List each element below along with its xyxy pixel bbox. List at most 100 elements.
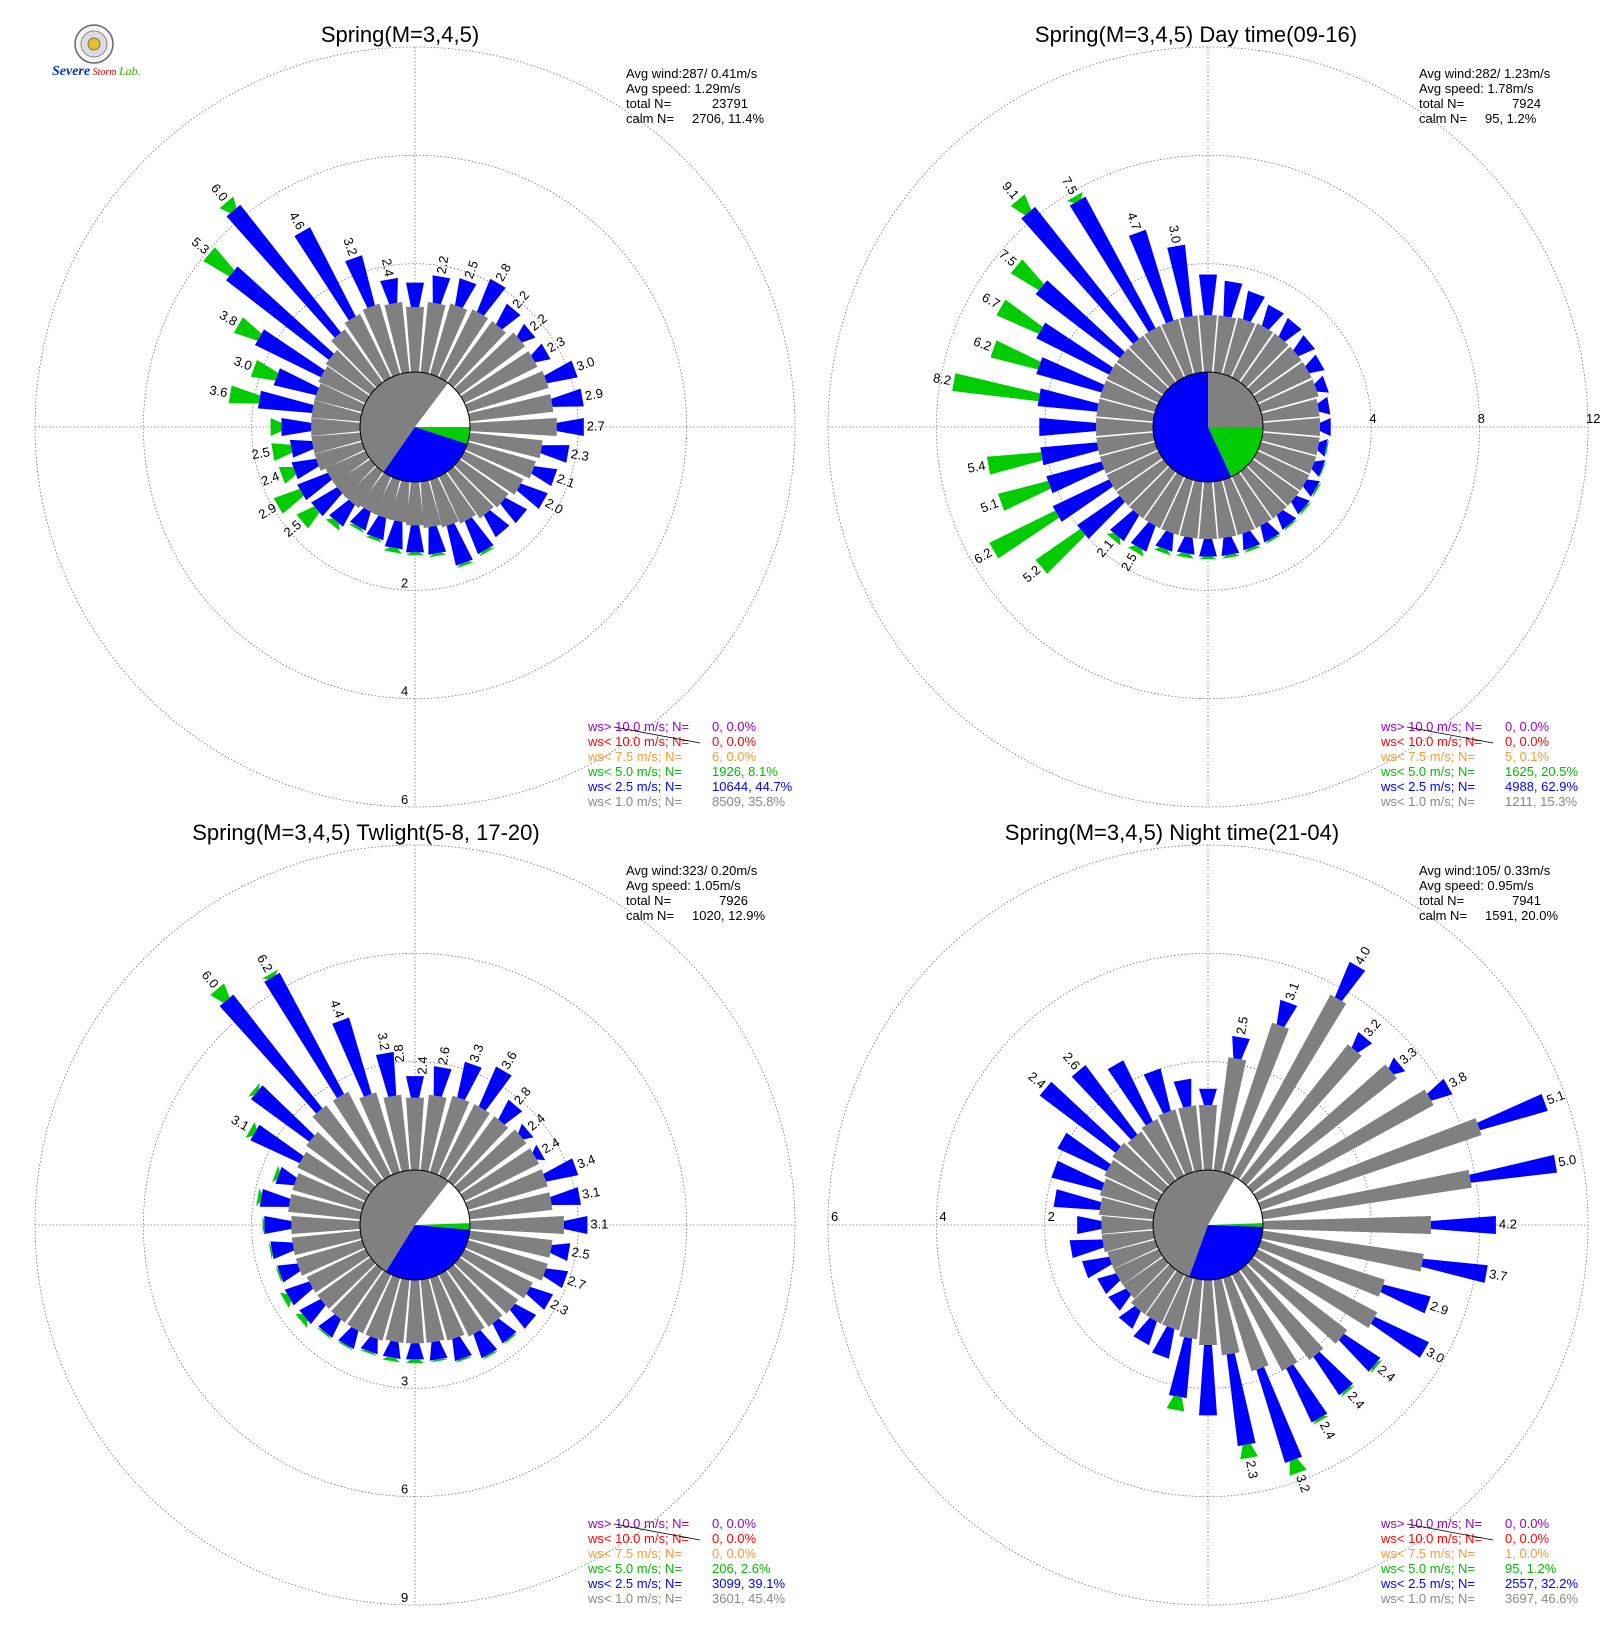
severe-storm-lab-logo: Severe Storm Lab. (52, 24, 142, 84)
bar-blue-50 (1388, 1057, 1406, 1075)
bar-blue-240 (284, 1281, 314, 1306)
bar-green-150 (479, 547, 495, 557)
legend-label: ws< 5.0 m/s; N= (1380, 764, 1475, 779)
bar-value-label: 6.0 (208, 181, 231, 204)
legend-label: ws< 10.0 m/s; N= (1380, 1531, 1482, 1546)
legend-label: ws< 10.0 m/s; N= (1380, 734, 1482, 749)
bar-gray-300 (297, 1151, 370, 1201)
bar-gray-270 (291, 1216, 360, 1234)
bar-green-320 (210, 983, 230, 1003)
bar-gray-30 (439, 1104, 490, 1180)
bar-blue-240 (297, 472, 332, 501)
bar-gray-170 (1213, 480, 1237, 539)
bar-value-label: 2.6 (1060, 1049, 1083, 1072)
bar-value-label: 2.0 (543, 495, 566, 517)
bar-gray-140 (447, 466, 494, 519)
bar-gray-230 (333, 459, 376, 498)
legend-value: 1926, 8.1% (712, 764, 778, 779)
bar-green-280 (256, 1188, 262, 1207)
legend-label: ws< 7.5 m/s; N= (587, 1546, 682, 1561)
bar-gray-100 (468, 1230, 553, 1258)
bar-value-label: 2.1 (555, 471, 577, 491)
bar-gray-320 (312, 1105, 383, 1186)
bar-value-label: 2.4 (414, 1056, 430, 1075)
legend-label: ws> 10.0 m/s; N= (1380, 719, 1482, 734)
bar-value-label: 3.3 (466, 1042, 486, 1064)
bar-gray-80 (1261, 398, 1320, 422)
legend-value: 0, 0.0% (712, 1546, 757, 1561)
legend-label: ws< 7.5 m/s; N= (1380, 749, 1475, 764)
avg-speed-text: Avg speed: 1.29m/s (626, 81, 741, 96)
bar-gray-250 (1107, 1240, 1158, 1269)
bar-value-label: 4.4 (327, 998, 347, 1020)
bar-value-label: 2.4 (1375, 1362, 1398, 1385)
bar-blue-260 (270, 1241, 294, 1260)
bar-gray-160 (430, 1275, 465, 1341)
bar-blue-310 (250, 1085, 315, 1142)
bar-green-180 (406, 1359, 424, 1364)
bar-gray-130 (1247, 1257, 1348, 1344)
bar-value-label: 2.5 (1233, 1015, 1251, 1035)
bar-value-label: 2.6 (435, 1045, 453, 1065)
bar-gray-210 (347, 1270, 391, 1334)
wind-rose-panel-4: 2 4 6 2.5 3.1 4.0 3.2 3.3 3.8 5.1 5.0 4.2 3.7 2.9 3.0 2… (827, 820, 1589, 1606)
center-pie-slice-green (415, 427, 470, 444)
bar-green-230 (295, 1313, 308, 1328)
bar-gray-0 (406, 1097, 424, 1170)
legend-value: 10644, 44.7% (712, 779, 793, 794)
legend-strike-line (613, 1523, 701, 1541)
bar-green-160 (1244, 546, 1262, 553)
bar-blue-80 (1317, 396, 1331, 415)
bar-gray-240 (325, 451, 370, 484)
bar-gray-310 (325, 349, 376, 395)
bar-gray-250 (295, 1240, 365, 1276)
bar-gray-20 (1223, 1022, 1289, 1175)
bar-blue-10 (1223, 280, 1243, 318)
total-n-value: 7941 (1512, 893, 1541, 908)
bar-blue-100 (540, 445, 570, 463)
bar-value-label: 2.9 (1428, 1298, 1450, 1318)
bar-green-260 (271, 443, 293, 461)
bar-gray-290 (1099, 380, 1158, 412)
bar-gray-110 (465, 442, 536, 479)
bar-value-label: 5.2 (1020, 562, 1043, 585)
bar-blue-130 (509, 1303, 537, 1329)
bar-blue-190 (384, 520, 403, 550)
logo-wordmark: Severe Storm Lab. (52, 64, 141, 79)
bar-gray-290 (1099, 1178, 1158, 1210)
bar-gray-290 (292, 1173, 365, 1210)
bar-gray-70 (1258, 1118, 1482, 1210)
bar-blue-80 (1469, 1154, 1558, 1183)
bar-blue-150 (473, 1330, 498, 1359)
calm-n-value: 2706, 11.4% (692, 111, 764, 126)
bar-blue-100 (1421, 1258, 1488, 1283)
calm-n-label: calm N= (1419, 111, 1467, 126)
bar-blue-220 (1110, 510, 1140, 542)
bar-blue-0 (1199, 1088, 1217, 1105)
legend-value: 0, 0.0% (1505, 719, 1550, 734)
bar-gray-320 (331, 329, 383, 388)
bar-gray-50 (1247, 346, 1302, 395)
bar-blue-190 (382, 1340, 401, 1359)
bar-value-label: 2.2 (509, 288, 532, 311)
bar-gray-180 (406, 482, 424, 526)
bar-green-330 (1067, 191, 1083, 204)
legend-value: 0, 0.0% (1505, 734, 1550, 749)
ring-tick-label: 2 (1048, 1209, 1055, 1224)
calm-n-label: calm N= (626, 111, 674, 126)
bar-gray-260 (1096, 432, 1155, 456)
bar-gray-170 (1213, 1278, 1240, 1356)
legend-value: 0, 0.0% (712, 719, 757, 734)
legend-value: 2557, 32.2% (1505, 1576, 1578, 1591)
bar-blue-180 (406, 1343, 424, 1360)
bar-green-320 (1010, 194, 1032, 216)
bar-gray-330 (1141, 1118, 1184, 1180)
bar-blue-100 (1317, 439, 1328, 457)
bar-gray-340 (1161, 318, 1193, 377)
bar-blue-190 (1168, 1337, 1193, 1399)
bar-gray-260 (291, 1230, 362, 1256)
bar-blue-60 (531, 343, 551, 363)
calm-n-label: calm N= (626, 908, 674, 923)
bar-gray-190 (1179, 480, 1203, 539)
